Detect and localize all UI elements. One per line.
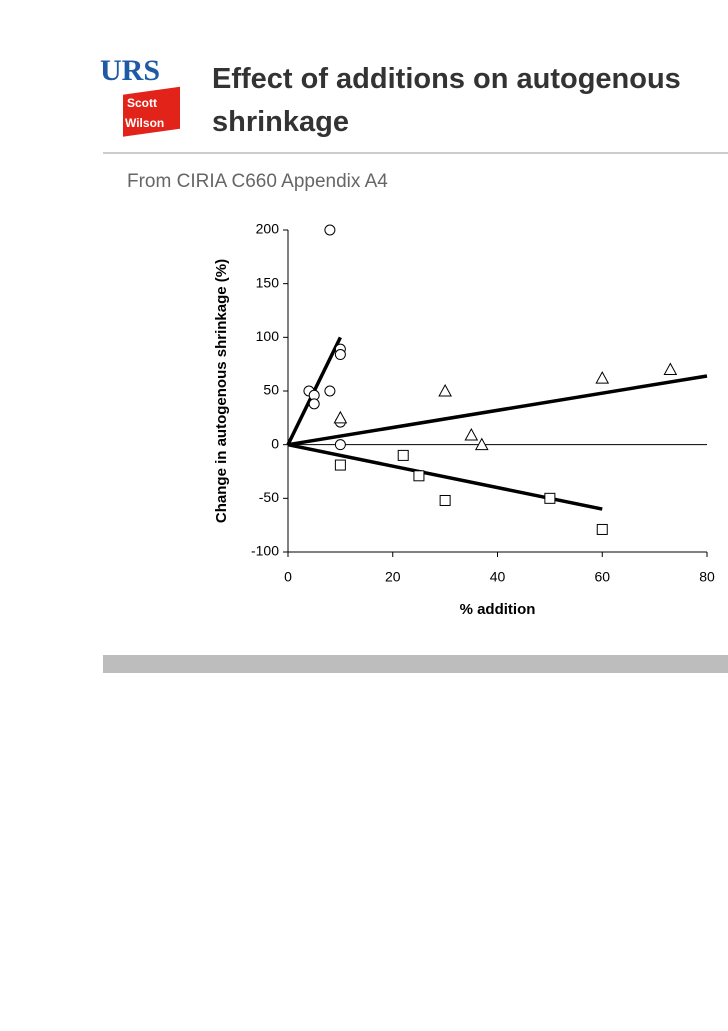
- slide-title: Effect of additions on autogenous shrink…: [212, 63, 681, 138]
- y-tick-label: 0: [271, 435, 279, 451]
- x-tick-label: 80: [699, 569, 715, 585]
- logo-brand: URS: [100, 54, 160, 87]
- point: [333, 410, 348, 424]
- slide-subtitle: From CIRIA C660 Appendix A4: [127, 171, 388, 192]
- point: [308, 398, 320, 410]
- y-tick-label: 100: [256, 328, 280, 344]
- point: [474, 437, 489, 451]
- point: [464, 427, 479, 441]
- point: [439, 494, 451, 506]
- point: [438, 383, 452, 397]
- x-axis-label: % addition: [460, 601, 536, 618]
- x-tick-label: 20: [385, 569, 401, 585]
- point: [324, 385, 336, 397]
- trend-line: [287, 374, 708, 447]
- logo-box: [123, 86, 180, 137]
- point: [595, 371, 610, 384]
- y-tick-label: 200: [256, 221, 280, 237]
- point: [324, 224, 336, 236]
- x-tick-label: 40: [490, 569, 506, 585]
- x-tick-label: 0: [284, 569, 292, 585]
- point: [334, 459, 346, 471]
- footer-bar: [103, 655, 728, 673]
- y-tick-label: -50: [259, 489, 279, 505]
- point: [596, 523, 608, 535]
- point: [397, 449, 409, 461]
- point: [334, 439, 346, 451]
- logo-line1: Scott: [127, 96, 157, 110]
- point: [663, 362, 678, 376]
- logo-line2: Wilson: [125, 116, 164, 130]
- y-tick-label: -100: [251, 543, 279, 559]
- y-tick-label: 150: [256, 274, 280, 290]
- point: [544, 492, 556, 504]
- point: [334, 349, 346, 361]
- y-axis-label: Change in autogenous shrinkage (%): [213, 259, 230, 523]
- x-tick-label: 60: [594, 569, 610, 585]
- y-tick-label: 50: [263, 382, 279, 398]
- point: [413, 470, 425, 482]
